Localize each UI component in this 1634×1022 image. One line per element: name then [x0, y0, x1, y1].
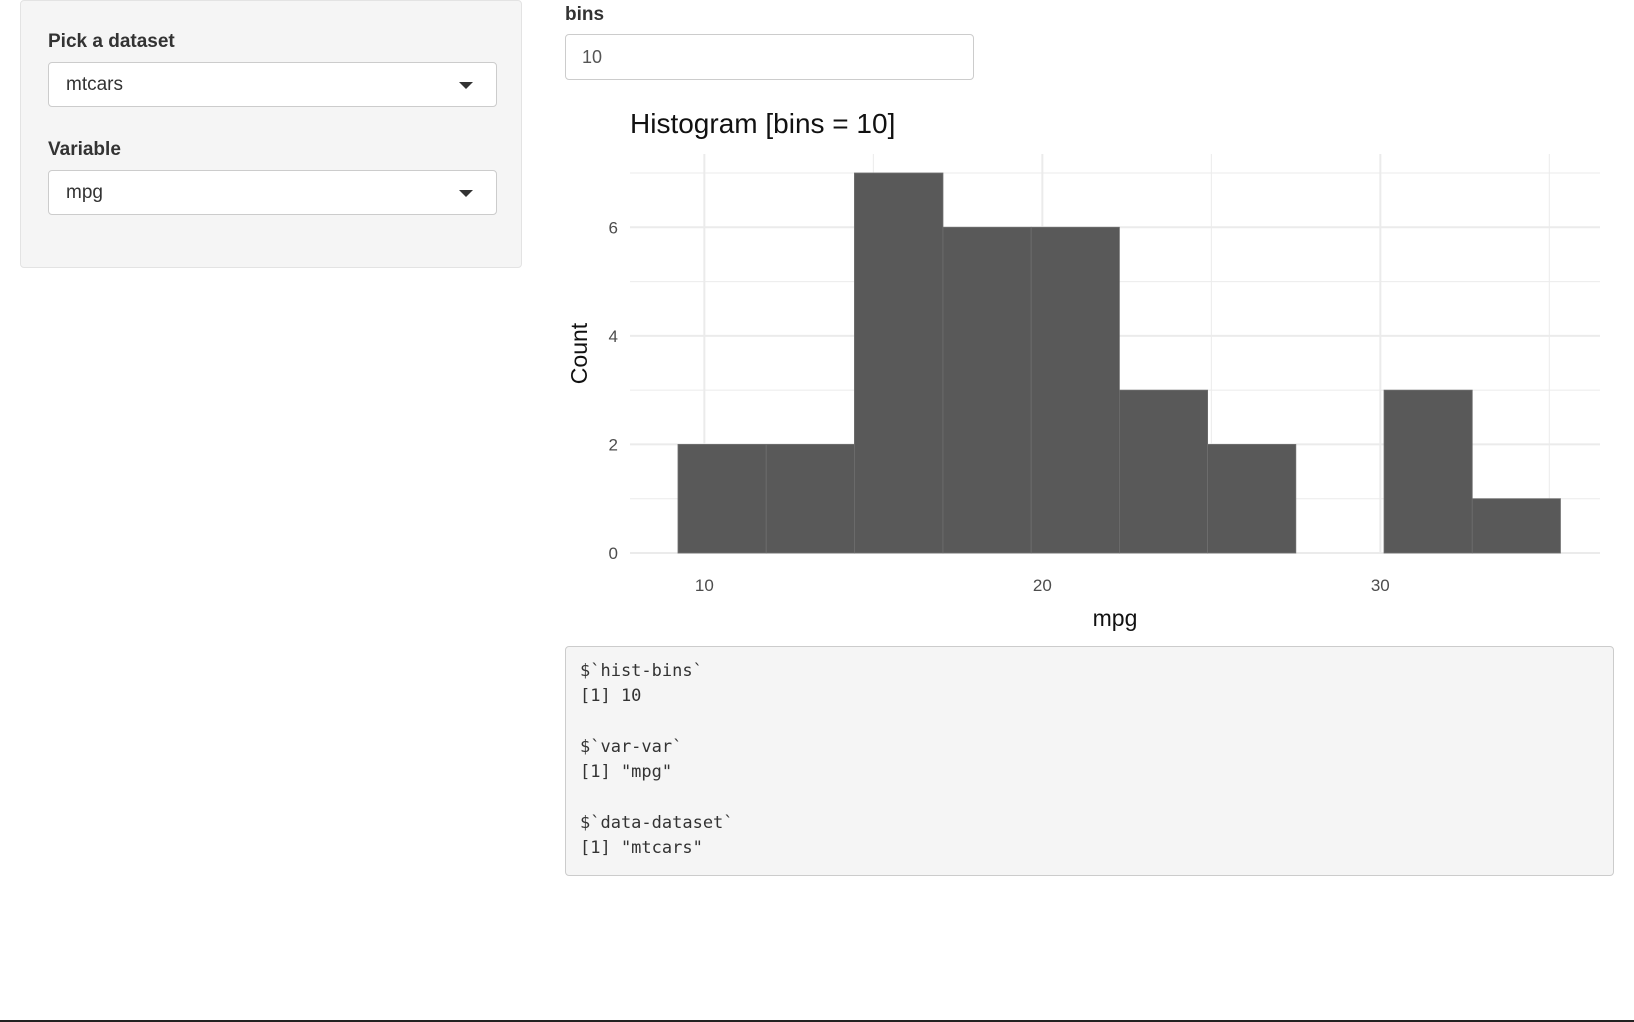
dataset-select-value: mtcars [66, 74, 123, 95]
y-tick-label: 6 [609, 218, 618, 237]
output-line: [1] "mpg" [580, 762, 673, 783]
dataset-label: Pick a dataset [48, 31, 175, 52]
chevron-down-icon [459, 82, 473, 89]
histogram-svg: 10 20 30 0 2 4 6 Histogram [bins = 10] mpg Count [566, 108, 1600, 631]
x-axis-label: mpg [1093, 605, 1138, 631]
dataset-select[interactable]: mtcars [48, 62, 497, 107]
histogram-plot: 10 20 30 0 2 4 6 Histogram [bins = 10] mpg Count [565, 96, 1615, 636]
histogram-bar [854, 172, 944, 554]
histogram-bar [942, 226, 1032, 554]
y-axis-label: Count [566, 322, 592, 384]
x-tick-label: 30 [1371, 576, 1390, 595]
histogram-bar [1030, 226, 1120, 554]
y-tick-label: 0 [609, 544, 618, 563]
histogram-bar [1118, 389, 1209, 554]
y-tick-label: 4 [609, 327, 618, 346]
variable-select-value: mpg [66, 182, 103, 203]
sidebar-panel: Pick a dataset mtcars Variable mpg [20, 0, 522, 268]
y-tick-label: 2 [609, 435, 618, 454]
verbatim-output: $`hist-bins` [1] 10 $`var-var` [1] "mpg" $`d… [565, 646, 1614, 876]
histogram-bar [677, 444, 767, 554]
output-line: $`hist-bins` [580, 661, 703, 681]
variable-select[interactable]: mpg [48, 170, 497, 215]
histogram-bar [1471, 498, 1561, 554]
histogram-bar [765, 444, 855, 554]
output-line: $`var-var` [580, 736, 683, 757]
output-line [580, 710, 1599, 735]
histogram-bar [1207, 444, 1297, 554]
bins-label: bins [565, 4, 605, 25]
bottom-divider [0, 1020, 1634, 1022]
x-tick-label: 10 [695, 576, 714, 595]
histogram-bar [1383, 389, 1473, 554]
output-line: $`data-dataset` [580, 812, 734, 833]
output-line: [1] 10 [580, 686, 642, 707]
chevron-down-icon [459, 190, 473, 197]
variable-label: Variable [48, 139, 121, 160]
output-line [580, 785, 1599, 810]
bins-input[interactable] [565, 34, 974, 80]
x-tick-label: 20 [1033, 576, 1052, 595]
chart-title: Histogram [bins = 10] [630, 108, 895, 139]
output-line: [1] "mtcars" [580, 838, 703, 859]
